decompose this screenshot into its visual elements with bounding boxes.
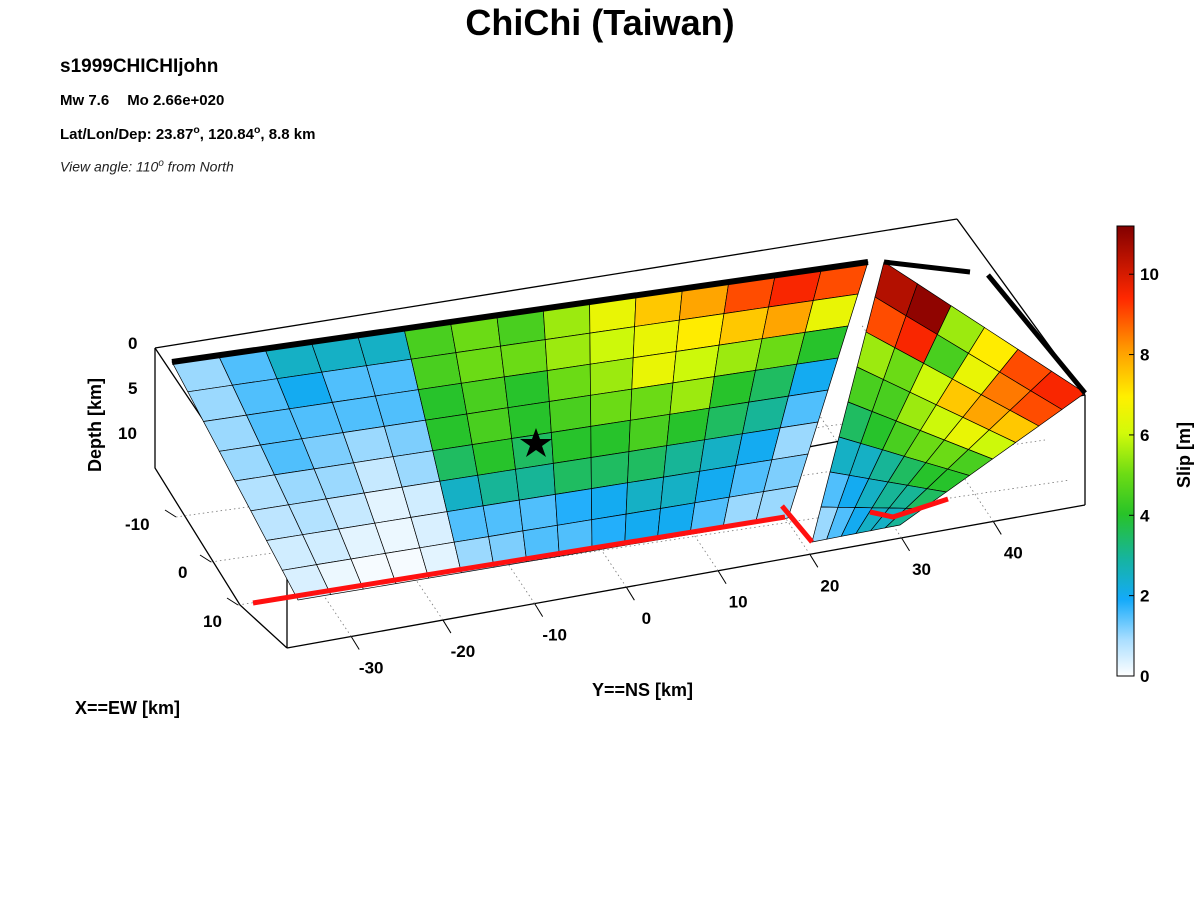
model-name: s1999CHICHIjohn [60, 56, 219, 77]
y-tick-label: 0 [642, 609, 651, 628]
main-fault-top-edge [171, 259, 869, 365]
degree-mark: o [193, 124, 200, 136]
depth-text: , 8.8 km [260, 126, 316, 143]
hypocenter-star-marker [520, 428, 552, 457]
y-tick-mark [992, 521, 1002, 535]
view-angle-line: View angle: 110o from North [60, 158, 234, 175]
y-tick-mark [350, 636, 360, 650]
colorbar: 0 2 4 6 8 10 Slip [m] [1116, 225, 1194, 686]
colorbar-label: Slip [m] [1174, 422, 1194, 488]
north-fault-segment [811, 261, 1086, 543]
colorbar-tick-label: 2 [1140, 587, 1149, 606]
y-tick-label: -20 [451, 642, 476, 661]
slip-patch [439, 474, 484, 513]
colorbar-gradient-bar [1116, 225, 1135, 677]
slip-patch [590, 419, 631, 458]
magnitude-line: Mw 7.6 Mo 2.66e+020 [60, 92, 242, 109]
slip-patch [383, 419, 434, 458]
degree-mark: o [158, 158, 164, 169]
slip-patch [503, 370, 550, 409]
slip-patch [591, 482, 628, 521]
slip-patch [432, 444, 479, 482]
hypocenter-line: Lat/Lon/Dep: 23.87o, 120.84o, 8.8 km [60, 124, 315, 143]
depth-tick-label: 0 [128, 334, 137, 353]
slip-patch [554, 488, 593, 526]
x-tick-mark [226, 597, 239, 606]
box-back-top [154, 218, 958, 349]
north-fault-top-edge-b [986, 273, 1087, 395]
y-axis: Y==NS [km] -30 -20 -10 0 10 20 30 40 [350, 521, 1023, 700]
y-tick-mark [809, 554, 819, 568]
y-tick-label: 20 [820, 576, 839, 595]
slip-patch [374, 389, 426, 427]
y-tick-label: -10 [542, 626, 567, 645]
colorbar-tick-label: 8 [1140, 346, 1149, 365]
surface-trace-main [252, 514, 786, 606]
degree-mark: o [254, 124, 261, 136]
x-axis: -10 0 10 X==EW [km] [75, 509, 239, 718]
y-tick-label: 30 [912, 560, 931, 579]
surface-trace-north [869, 496, 949, 520]
y-axis-label: Y==NS [km] [592, 680, 693, 700]
slip-patch [507, 401, 552, 439]
slip-patch [366, 358, 419, 397]
surface-trace-bend [780, 504, 814, 544]
slip-patch [446, 505, 490, 543]
depth-axis: 0 5 10 Depth [km] [85, 334, 137, 472]
y-tick-mark [625, 586, 635, 601]
y-tick-mark [534, 603, 544, 617]
view-angle-text: View angle: 110 [60, 158, 159, 175]
box-bottom-right [286, 504, 1086, 649]
slip-patch [518, 493, 558, 532]
slip-patch [417, 382, 468, 421]
slip-patch [471, 438, 516, 476]
moment-value: Mo 2.66e+020 [127, 92, 225, 109]
slip-patch [548, 394, 592, 433]
lon-text: , 120.84 [199, 126, 254, 143]
magnitude-value: Mw 7.6 [60, 92, 110, 109]
x-tick-label: 10 [203, 612, 222, 631]
main-fault-segment [171, 261, 869, 601]
slip-patch [482, 499, 524, 538]
slip-patch [425, 413, 473, 452]
y-tick-label: 40 [1004, 543, 1023, 562]
x-tick-mark [164, 509, 177, 518]
depth-tick-label: 10 [118, 424, 137, 443]
colorbar-tick-label: 4 [1140, 506, 1150, 525]
slip-patch [466, 407, 513, 445]
slip-patch [625, 476, 664, 515]
slip-patch [477, 468, 520, 507]
x-tick-label: -10 [125, 515, 150, 534]
y-tick-label: 10 [729, 593, 748, 612]
slip-patch [552, 457, 592, 495]
x-tick-mark [199, 554, 212, 563]
y-tick-label: -30 [359, 658, 384, 677]
colorbar-tick-label: 10 [1140, 265, 1159, 284]
chart-title: ChiChi (Taiwan) [465, 2, 735, 43]
slip-patch [515, 462, 556, 501]
slip-patch [546, 363, 591, 402]
slip-patch [392, 450, 441, 488]
view-angle-suffix: from North [163, 158, 234, 175]
depth-axis-label: Depth [km] [85, 378, 105, 472]
y-tick-mark [717, 570, 727, 585]
depth-tick-label: 5 [128, 379, 137, 398]
colorbar-ticks: 0 2 4 6 8 10 [1129, 265, 1159, 686]
x-tick-label: 0 [178, 563, 187, 582]
lat-text: Lat/Lon/Dep: 23.87 [60, 126, 194, 143]
box-back-left [154, 348, 288, 649]
colorbar-tick-label: 0 [1140, 667, 1149, 686]
colorbar-tick-label: 6 [1140, 426, 1149, 445]
slip-patch [590, 451, 630, 490]
north-fault-top-edge-a [883, 259, 971, 275]
slip-patch [550, 425, 592, 464]
x-axis-label: X==EW [km] [75, 698, 180, 718]
y-tick-mark [442, 619, 452, 634]
y-tick-mark [901, 537, 910, 552]
